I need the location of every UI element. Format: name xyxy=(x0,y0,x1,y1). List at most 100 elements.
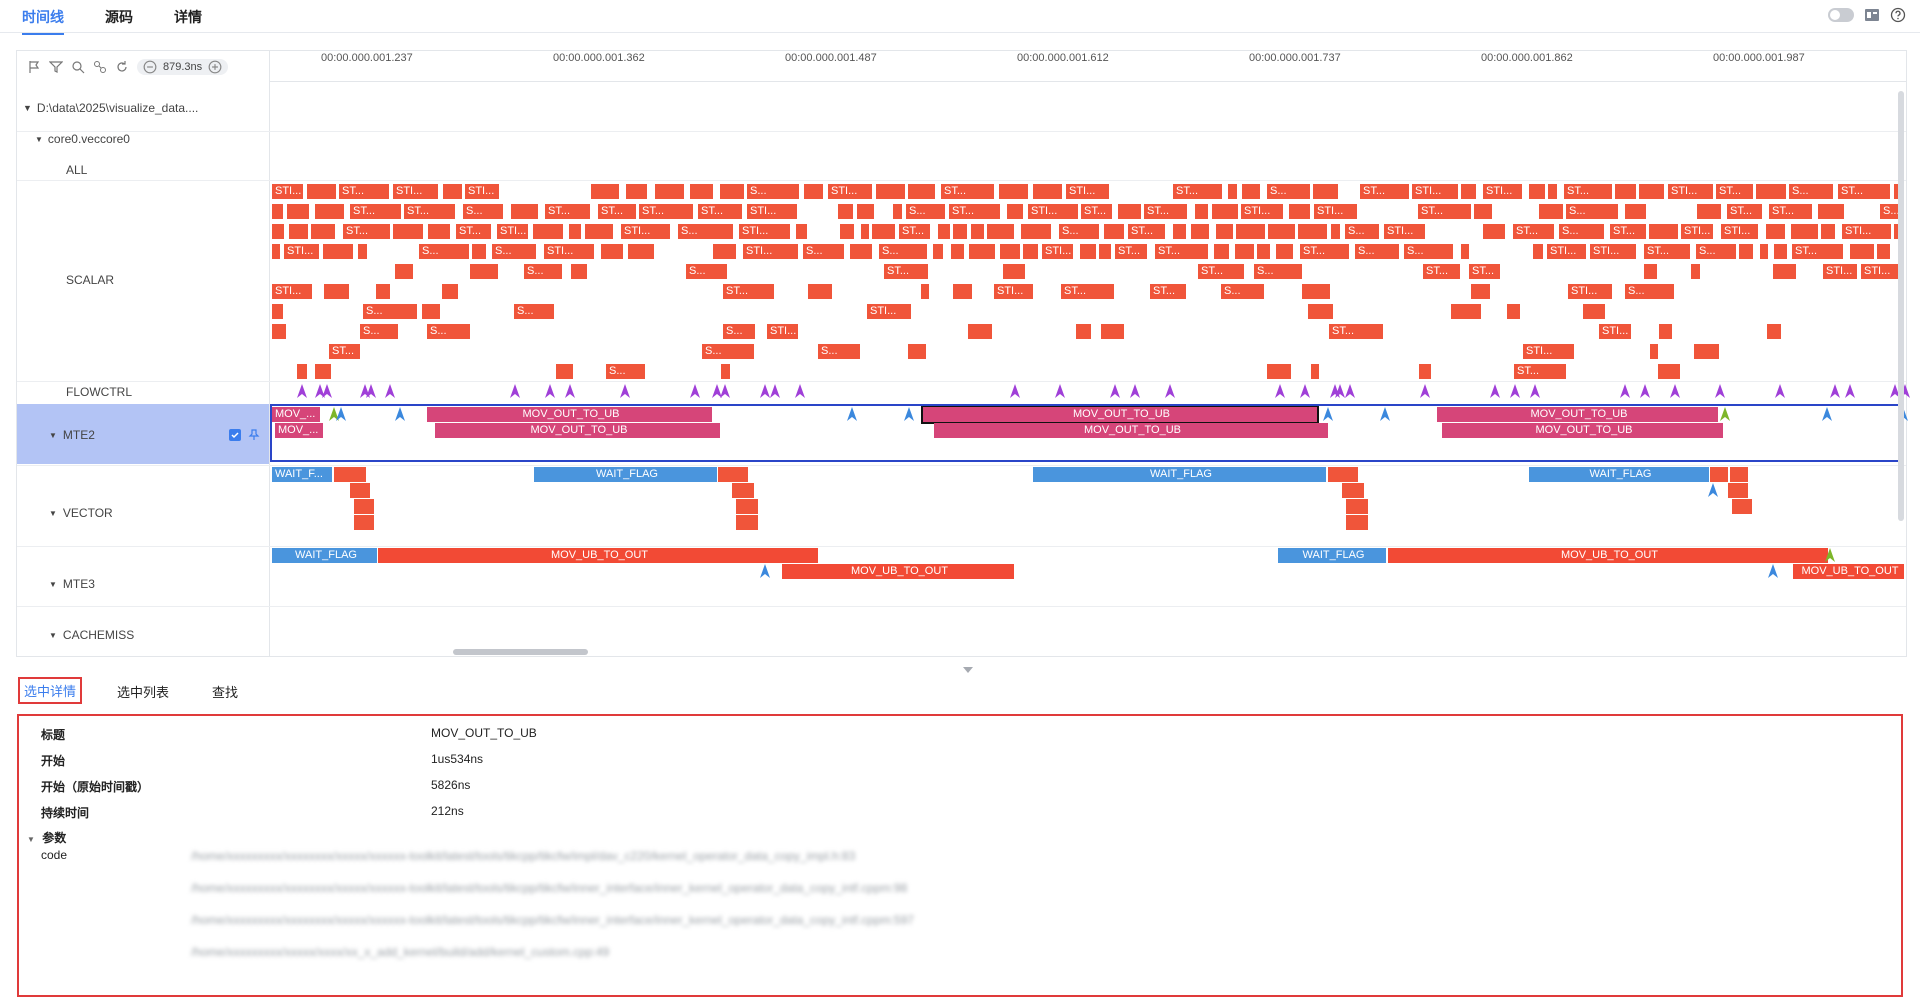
scalar-event[interactable] xyxy=(850,244,872,259)
flowctrl-marker[interactable] xyxy=(1010,384,1020,398)
vector-event[interactable]: WAIT_F... xyxy=(272,467,332,482)
code-line[interactable]: /home/xxxxxxxxx/xxxxxxxx/xxxxx/xxxxxx-to… xyxy=(191,913,914,927)
scalar-event[interactable]: S... xyxy=(1267,184,1310,199)
scalar-event[interactable]: STI... xyxy=(284,244,319,259)
search-icon[interactable] xyxy=(71,60,85,74)
scalar-event[interactable] xyxy=(1694,344,1719,359)
code-line[interactable]: /home/xxxxxxxxx/xxxxxxxx/xxxxx/xxxxxx-to… xyxy=(191,881,908,895)
scalar-event[interactable]: S... xyxy=(747,184,799,199)
scalar-event[interactable] xyxy=(324,284,349,299)
scalar-event[interactable]: STI... xyxy=(1823,264,1857,279)
scalar-event[interactable]: S... xyxy=(818,344,860,359)
scalar-event[interactable] xyxy=(938,224,950,239)
scalar-event[interactable]: STI... xyxy=(1547,244,1586,259)
scalar-event[interactable] xyxy=(511,204,538,219)
time-ruler[interactable]: 00:00.000.001.237 00:00.000.001.362 00:0… xyxy=(270,51,1906,82)
zoom-out-icon[interactable] xyxy=(143,60,157,74)
scalar-event[interactable]: ST... xyxy=(1610,224,1646,239)
vector-event[interactable] xyxy=(334,467,366,482)
flowctrl-marker[interactable] xyxy=(1335,384,1345,398)
flag-icon[interactable] xyxy=(27,60,41,74)
mte3-event[interactable]: WAIT_FLAG xyxy=(1278,548,1386,563)
scalar-event[interactable]: S... xyxy=(1404,244,1453,259)
tab-details[interactable]: 详情 xyxy=(174,9,202,25)
caret-down-icon[interactable]: ▼ xyxy=(49,430,57,440)
vector-event[interactable] xyxy=(1728,483,1748,498)
scalar-event[interactable]: S... xyxy=(1880,204,1898,219)
scalar-event[interactable] xyxy=(1216,224,1233,239)
scalar-event[interactable]: STI... xyxy=(743,244,798,259)
scalar-event[interactable]: STI... xyxy=(1568,284,1612,299)
scalar-event[interactable] xyxy=(395,264,413,279)
scalar-event[interactable]: S... xyxy=(1625,284,1674,299)
scalar-event[interactable]: STI... xyxy=(739,224,790,239)
scalar-event[interactable] xyxy=(804,184,823,199)
flowctrl-marker[interactable] xyxy=(712,384,722,398)
reset-icon[interactable] xyxy=(115,60,129,74)
scalar-event[interactable] xyxy=(1461,244,1469,259)
scalar-event[interactable] xyxy=(1774,244,1787,259)
vector-marker[interactable] xyxy=(1708,483,1718,497)
flowctrl-marker[interactable] xyxy=(1640,384,1650,398)
scalar-event[interactable] xyxy=(861,224,869,239)
tab-timeline[interactable]: 时间线 xyxy=(22,9,64,35)
mte2-event[interactable]: MOV_OUT_TO_UB xyxy=(921,405,1319,424)
scalar-event[interactable]: ST... xyxy=(949,204,1000,219)
scalar-event[interactable] xyxy=(272,304,283,319)
scalar-event[interactable]: S... xyxy=(686,264,727,279)
scalar-event[interactable] xyxy=(1302,284,1330,299)
scalar-event[interactable] xyxy=(1773,264,1796,279)
scalar-event[interactable] xyxy=(442,284,458,299)
vertical-scrollbar[interactable] xyxy=(1898,91,1904,521)
scalar-event[interactable] xyxy=(1104,224,1124,239)
flowctrl-marker[interactable] xyxy=(1490,384,1500,398)
mte2-marker[interactable] xyxy=(1720,407,1730,421)
flowctrl-marker[interactable] xyxy=(315,384,325,398)
flowctrl-marker[interactable] xyxy=(770,384,780,398)
flowctrl-marker[interactable] xyxy=(385,384,395,398)
scalar-event[interactable] xyxy=(1659,324,1672,339)
caret-down-icon[interactable]: ▼ xyxy=(49,579,57,589)
scalar-event[interactable] xyxy=(297,364,307,379)
tab-source[interactable]: 源码 xyxy=(105,9,133,25)
scalar-event[interactable]: S... xyxy=(1789,184,1833,199)
scalar-event[interactable]: ST... xyxy=(350,204,401,219)
scalar-event[interactable] xyxy=(1697,204,1721,219)
scalar-event[interactable] xyxy=(1451,304,1481,319)
scalar-event[interactable] xyxy=(1267,364,1291,379)
theme-toggle[interactable] xyxy=(1828,8,1854,22)
scalar-event[interactable]: ST... xyxy=(1061,284,1114,299)
mte2-row-selected[interactable]: ▼ MTE2 xyxy=(17,404,269,464)
scalar-event[interactable] xyxy=(1533,244,1543,259)
scalar-event[interactable]: S... xyxy=(906,204,945,219)
scalar-event[interactable] xyxy=(1739,244,1753,259)
scalar-event[interactable]: S... xyxy=(524,264,562,279)
scalar-event[interactable] xyxy=(1214,244,1229,259)
row-mte3[interactable]: ▼ MTE3 xyxy=(17,575,301,593)
scalar-event[interactable] xyxy=(1023,244,1038,259)
caret-down-icon[interactable]: ▼ xyxy=(23,103,32,113)
scalar-event[interactable] xyxy=(1242,184,1260,199)
scalar-event[interactable]: STI... xyxy=(1599,324,1631,339)
scalar-event[interactable]: ST... xyxy=(339,184,389,199)
scalar-event[interactable] xyxy=(713,244,736,259)
scalar-event[interactable] xyxy=(533,224,563,239)
scalar-event[interactable] xyxy=(1308,304,1333,319)
scalar-event[interactable] xyxy=(655,184,684,199)
scalar-event[interactable]: ST... xyxy=(1155,244,1208,259)
scalar-event[interactable] xyxy=(1644,264,1657,279)
scalar-event[interactable]: ST... xyxy=(343,224,390,239)
scalar-event[interactable]: S... xyxy=(419,244,469,259)
row-vector[interactable]: ▼ VECTOR xyxy=(17,504,301,522)
scalar-event[interactable]: ST... xyxy=(1727,204,1762,219)
mte2-event[interactable]: MOV_OUT_TO_UB xyxy=(1437,407,1718,422)
scalar-event[interactable]: S... xyxy=(360,324,398,339)
scalar-event[interactable] xyxy=(721,364,730,379)
caret-down-icon[interactable]: ▼ xyxy=(27,835,35,844)
scalar-event[interactable] xyxy=(908,344,926,359)
scalar-event[interactable]: S... xyxy=(427,324,470,339)
scalar-event[interactable] xyxy=(933,244,943,259)
vector-event[interactable]: WAIT_FLAG xyxy=(1529,467,1709,482)
scalar-event[interactable]: ST... xyxy=(1769,204,1812,219)
flowctrl-marker[interactable] xyxy=(1775,384,1785,398)
